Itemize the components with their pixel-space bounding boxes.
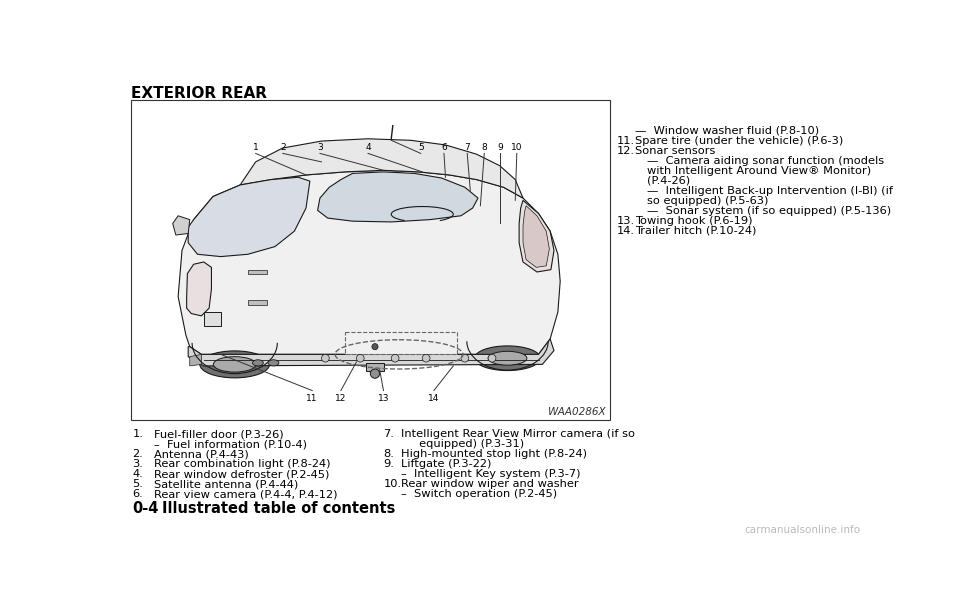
Ellipse shape [488, 351, 527, 365]
Circle shape [322, 354, 329, 362]
Text: Antenna (P.4-43): Antenna (P.4-43) [155, 449, 249, 459]
Circle shape [392, 354, 399, 362]
Text: Fuel-filler door (P.3-26): Fuel-filler door (P.3-26) [155, 429, 284, 439]
Circle shape [356, 354, 364, 362]
Text: 6.: 6. [132, 489, 143, 499]
Ellipse shape [200, 351, 270, 378]
Text: EXTERIOR REAR: EXTERIOR REAR [131, 86, 267, 101]
Text: Rear window defroster (P.2-45): Rear window defroster (P.2-45) [155, 469, 329, 479]
Text: 0-4: 0-4 [132, 500, 158, 516]
Text: 7.: 7. [383, 429, 395, 439]
Ellipse shape [213, 357, 256, 372]
Polygon shape [186, 262, 211, 316]
Text: Rear view camera (P.4-4, P.4-12): Rear view camera (P.4-4, P.4-12) [155, 489, 338, 499]
Polygon shape [188, 339, 554, 366]
Text: 6: 6 [441, 143, 446, 152]
Polygon shape [173, 216, 190, 235]
Text: 3: 3 [317, 143, 323, 152]
Text: –  Fuel information (P.10-4): – Fuel information (P.10-4) [155, 439, 307, 449]
Text: 8.: 8. [383, 449, 395, 459]
Text: High-mounted stop light (P.8-24): High-mounted stop light (P.8-24) [400, 449, 587, 459]
Text: Satellite antenna (P.4-44): Satellite antenna (P.4-44) [155, 479, 299, 489]
Ellipse shape [252, 360, 263, 366]
Text: —  Window washer fluid (P.8-10): — Window washer fluid (P.8-10) [636, 126, 820, 136]
Text: 4: 4 [365, 143, 371, 152]
Text: (P.4-26): (P.4-26) [647, 176, 690, 186]
Circle shape [461, 354, 468, 362]
Text: Rear combination light (P.8-24): Rear combination light (P.8-24) [155, 459, 330, 469]
Text: 11: 11 [306, 393, 318, 403]
Text: with Intelligent Around View® Monitor): with Intelligent Around View® Monitor) [647, 166, 871, 176]
Ellipse shape [474, 346, 540, 370]
Text: Spare tire (under the vehicle) (P.6-3): Spare tire (under the vehicle) (P.6-3) [636, 136, 844, 145]
Text: —  Intelligent Back-up Intervention (I-BI) (if: — Intelligent Back-up Intervention (I-BI… [647, 186, 893, 196]
Text: –  Switch operation (P.2-45): – Switch operation (P.2-45) [400, 489, 557, 499]
Text: 12: 12 [335, 393, 347, 403]
Text: 9.: 9. [383, 459, 395, 469]
Polygon shape [179, 170, 561, 354]
Text: 3.: 3. [132, 459, 143, 469]
Text: 2.: 2. [132, 449, 143, 459]
Text: Sonar sensors: Sonar sensors [636, 145, 716, 156]
Text: Intelligent Rear View Mirror camera (if so: Intelligent Rear View Mirror camera (if … [400, 429, 635, 439]
Text: 5: 5 [418, 143, 423, 152]
Polygon shape [190, 354, 202, 366]
Text: 13: 13 [377, 393, 389, 403]
Circle shape [372, 343, 378, 349]
Bar [204, 312, 221, 326]
Polygon shape [519, 200, 554, 272]
Bar [367, 363, 383, 370]
Bar [248, 269, 267, 274]
Circle shape [422, 354, 430, 362]
Polygon shape [523, 206, 549, 268]
Text: 11.: 11. [616, 136, 635, 145]
Text: —  Sonar system (if so equipped) (P.5-136): — Sonar system (if so equipped) (P.5-136… [647, 206, 891, 216]
Text: 10.: 10. [383, 479, 401, 489]
Text: 2: 2 [280, 143, 285, 152]
Text: Liftgate (P.3-22): Liftgate (P.3-22) [400, 459, 491, 469]
Polygon shape [188, 177, 310, 257]
Text: —  Camera aiding sonar function (models: — Camera aiding sonar function (models [647, 156, 884, 166]
Text: carmanualsonline.info: carmanualsonline.info [744, 525, 860, 535]
Bar [345, 332, 457, 354]
Text: 8: 8 [481, 143, 487, 152]
Text: 13.: 13. [616, 216, 635, 226]
Text: 5.: 5. [132, 479, 143, 489]
Text: 12.: 12. [616, 145, 635, 156]
Text: 4.: 4. [132, 469, 143, 479]
Text: 14: 14 [428, 393, 440, 403]
Text: –  Intelligent Key system (P.3-7): – Intelligent Key system (P.3-7) [400, 469, 580, 479]
Text: 9: 9 [497, 143, 503, 152]
Polygon shape [318, 172, 478, 222]
Text: so equipped) (P.5-63): so equipped) (P.5-63) [647, 196, 768, 206]
Bar [248, 301, 267, 305]
Text: 7: 7 [465, 143, 470, 152]
Text: Trailer hitch (P.10-24): Trailer hitch (P.10-24) [636, 226, 756, 236]
Polygon shape [240, 139, 523, 198]
Circle shape [488, 354, 496, 362]
Ellipse shape [268, 360, 278, 366]
Bar [131, 100, 610, 420]
Text: equipped) (P.3-31): equipped) (P.3-31) [400, 439, 523, 449]
Text: 10: 10 [511, 143, 522, 152]
Text: Rear window wiper and washer: Rear window wiper and washer [400, 479, 578, 489]
Text: 1: 1 [252, 143, 258, 152]
Text: 1.: 1. [132, 429, 143, 439]
Text: 14.: 14. [616, 226, 635, 236]
Circle shape [371, 369, 379, 378]
Text: WAA0286X: WAA0286X [548, 407, 606, 417]
Text: Towing hook (P.6-19): Towing hook (P.6-19) [636, 216, 753, 226]
Text: Illustrated table of contents: Illustrated table of contents [162, 500, 396, 516]
